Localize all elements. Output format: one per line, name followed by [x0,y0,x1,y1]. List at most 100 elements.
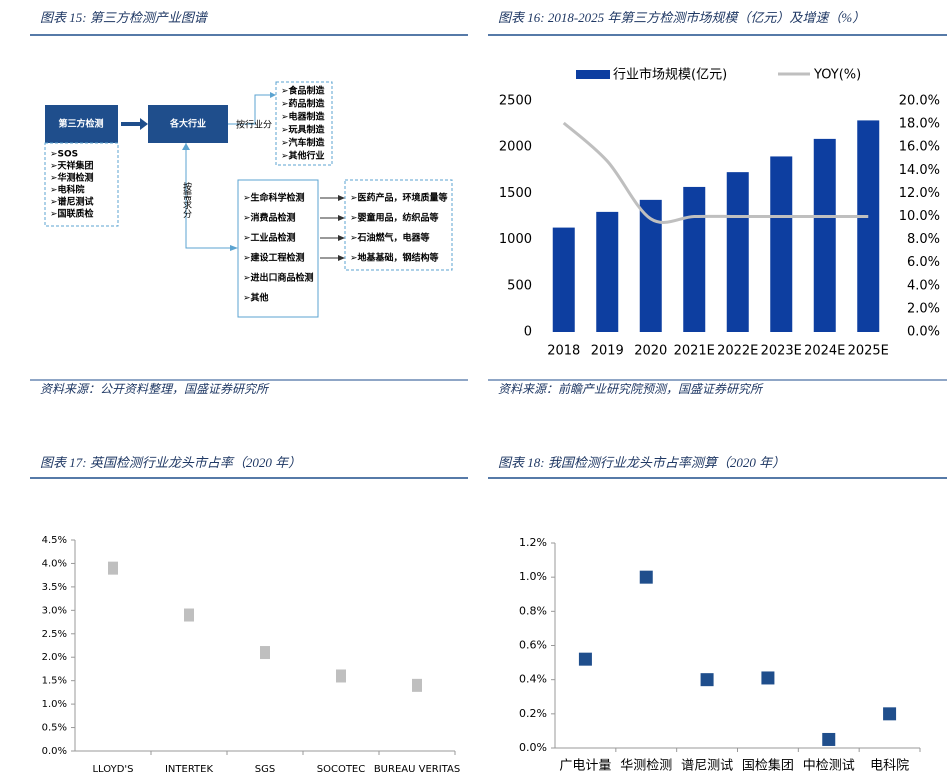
figure-source: 资料来源：公开资料整理，国盛证券研究所 [40,382,270,396]
y2-tick-label: 10.0% [899,209,940,224]
arrow [338,195,345,261]
node-label: ➢SOS [50,150,78,160]
y-tick-label: 0.0% [42,746,67,757]
y-tick-label: 1.0% [42,699,67,710]
bar [552,227,575,332]
marker [761,671,775,685]
y-tick-label: 4.0% [42,558,67,569]
edge-label: 按行业分 [236,119,272,131]
x-tick-label: 中检测试 [803,759,855,774]
x-tick-label: BUREAU VERITAS [374,764,460,775]
yoy-line [562,121,869,224]
node-label: ➢进出口商品检测 [243,272,314,284]
node-label: ➢工业品检测 [243,232,296,244]
marker [336,669,346,683]
arrow [182,143,190,150]
arrow [140,118,148,130]
y-tick-label: 0 [524,325,532,340]
node-label: ➢电器制造 [281,111,326,123]
hub-box [148,105,228,143]
demand-box [237,179,319,318]
marker [883,707,897,721]
node-label: ➢石油燃气，电器等 [350,232,430,244]
y-tick-label: 0.4% [519,673,547,686]
y-tick-label: 3.0% [42,605,67,616]
arrow [230,245,238,251]
node-label: ➢地基基础，钢结构等 [350,252,439,264]
y-tick-label: 0.5% [42,723,67,734]
y2-tick-label: 8.0% [907,232,940,247]
y2-tick-label: 14.0% [899,163,940,178]
x-tick-label: 2021E [674,344,715,359]
x-tick-label: 2018 [547,344,580,359]
company-box [44,142,119,227]
node-label: ➢玩具制造 [281,124,326,136]
y2-tick-label: 2.0% [907,301,940,316]
marker [639,570,653,584]
node-label: ➢天祥集团 [50,160,94,172]
y2-tick-label: 6.0% [907,255,940,270]
x-tick-label: 2020 [634,344,667,359]
y-tick-label: 1.5% [42,676,67,687]
figure-title: 图表 17: 英国检测行业龙头市占率（2020 年） [40,455,301,470]
node-label: ➢生命科学检测 [243,192,305,204]
x-tick-label: LLOYD'S [92,764,133,775]
figure-source: 资料来源：前瞻产业研究院预测，国盛证券研究所 [498,382,764,396]
hub-label: 各大行业 [169,118,206,130]
y-tick-label: 1.2% [519,536,547,549]
x-tick-label: 国检集团 [742,758,794,774]
legend-label: 行业市场规模(亿元) [613,67,727,83]
node-label: ➢谱尼测试 [50,196,94,208]
connector [185,143,232,249]
x-tick-label: 2025E [848,344,889,359]
arrow [270,92,276,98]
y-tick-label: 1.0% [519,570,547,583]
marker [412,678,422,692]
y2-tick-label: 4.0% [907,278,940,293]
bar [813,138,836,332]
bar [683,186,706,332]
bar [596,211,619,332]
y-tick-label: 1500 [499,186,532,201]
bar [857,120,880,333]
y-tick-label: 0.0% [519,741,547,754]
node-label: ➢建设工程检测 [243,252,305,264]
node-label: ➢其他行业 [281,150,325,162]
y-tick-label: 2.5% [42,629,67,640]
bar [770,156,793,332]
node-label: ➢华测检测 [50,172,94,184]
diagram [44,81,453,318]
legend-swatch [576,70,610,79]
y-tick-label: 3.5% [42,582,67,593]
y2-tick-label: 12.0% [899,186,940,201]
node-label: ➢消费品检测 [243,212,296,224]
x-tick-label: 2024E [804,344,845,359]
y-tick-label: 2000 [499,140,532,155]
node-label: ➢国联质检 [50,208,94,220]
x-tick-label: 2023E [761,344,802,359]
x-tick-label: 华测检测 [620,759,672,774]
x-tick-label: SGS [255,764,275,775]
y2-tick-label: 16.0% [899,140,940,155]
y-tick-label: 500 [507,278,532,293]
legend-label: YOY(%) [813,68,861,83]
x-tick-label: 广电计量 [559,759,611,774]
y-tick-label: 0.6% [519,639,547,652]
figure-title: 图表 15: 第三方检测产业图谱 [40,10,209,25]
node-label: ➢医药产品，环境质量等 [350,192,448,204]
y-tick-label: 0.2% [519,707,547,720]
marker [822,732,836,746]
x-tick-label: 2019 [591,344,624,359]
y2-tick-label: 0.0% [907,325,940,340]
root-box [45,105,118,143]
example-box [344,179,453,271]
root-label: 第三方检测 [58,118,103,130]
x-tick-label: 谱尼测试 [681,759,733,774]
node-label: ➢电科院 [50,184,85,196]
marker [108,561,118,575]
node-label: ➢食品制造 [281,85,326,97]
marker [184,608,194,622]
figure-title: 图表 16: 2018-2025 年第三方检测市场规模（亿元）及增速（%） [498,10,865,25]
y-tick-label: 1000 [499,232,532,247]
